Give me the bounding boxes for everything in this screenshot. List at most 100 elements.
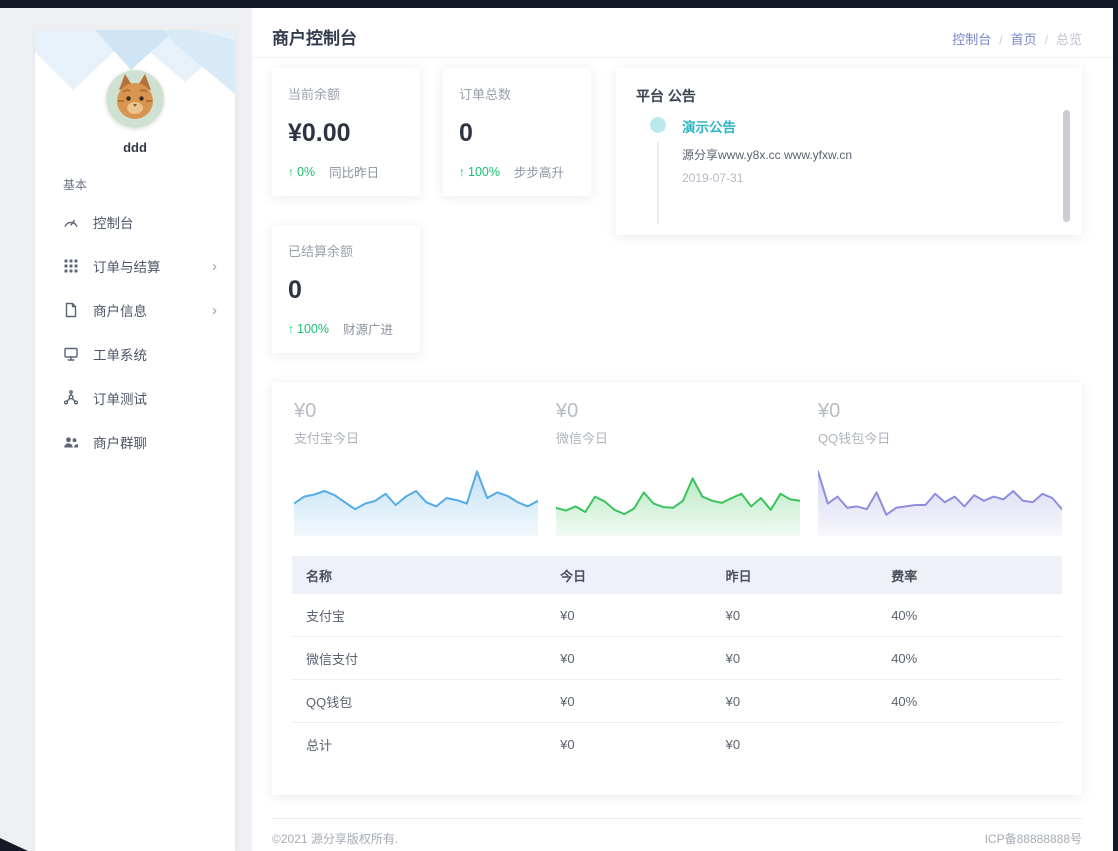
stat-title: 订单总数 <box>459 87 512 102</box>
stat-value: 0 <box>288 276 302 304</box>
breadcrumb-separator: / <box>999 33 1003 47</box>
announcement-item-content: 源分享www.y8x.cc www.yfxw.cn <box>682 148 853 162</box>
stat-note: 步步高升 <box>513 166 564 180</box>
stat-note: 同比昨日 <box>329 166 380 180</box>
table-cell: ¥0 <box>560 607 575 623</box>
sidebar-item-4[interactable]: 订单测试 <box>35 376 235 420</box>
breadcrumb-item-console[interactable]: 控制台 <box>952 32 992 47</box>
sidebar-item-2[interactable]: 商户信息 › <box>35 288 235 332</box>
stat-note: 财源广进 <box>342 323 393 337</box>
chart-header-wechat: ¥0 微信今日 <box>556 400 800 447</box>
sidebar-menu: 控制台订单与结算 › 商户信息 › 工单系统订单测试商户群聊 <box>35 200 235 464</box>
chart-amount: ¥0 <box>556 400 579 422</box>
window-frame-top <box>0 0 1118 8</box>
sidebar-item-label: 控制台 <box>93 216 134 231</box>
table-row: 支付宝 ¥0 ¥0 40% <box>292 594 1062 637</box>
stat-delta: 100% <box>297 321 329 336</box>
timeline-dot-icon <box>650 117 666 133</box>
grid-icon <box>63 258 79 274</box>
table-cell: ¥0 <box>725 737 741 752</box>
sidebar-item-label: 订单测试 <box>93 392 147 407</box>
table-header-cell: 费率 <box>891 568 918 584</box>
breadcrumb-item-overview: 总览 <box>1055 32 1082 47</box>
chart-header-qqwallet: ¥0 QQ钱包今日 <box>818 400 1062 447</box>
stat-delta: 0% <box>297 164 316 179</box>
table-header-cell: 名称 <box>306 568 333 584</box>
stat-card-order-total: 订单总数 0 ↑ 100% 步步高升 <box>443 68 591 196</box>
table-cell: QQ钱包 <box>306 694 353 710</box>
table-row: 总计 ¥0 ¥0 <box>292 723 1062 766</box>
table-cell: 40% <box>891 693 918 709</box>
table-cell: ¥0 <box>560 693 575 709</box>
gauge-icon <box>63 214 79 230</box>
table-cell: 总计 <box>306 738 333 753</box>
sidebar-item-5[interactable]: 商户群聊 <box>35 420 235 464</box>
scrollbar-thumb[interactable] <box>1063 110 1070 222</box>
copyright-text: ©2021 源分享版权所有. <box>272 832 399 846</box>
announcement-item-date: 2019-07-31 <box>682 171 744 185</box>
network-icon <box>63 390 79 406</box>
sidebar-item-label: 订单与结算 <box>93 260 161 275</box>
sidebar-item-label: 商户信息 <box>93 304 147 319</box>
username: ddd <box>123 140 147 155</box>
sidebar-item-3[interactable]: 工单系统 <box>35 332 235 376</box>
table-cell: ¥0 <box>725 693 741 709</box>
payments-table: 名称 今日 昨日 费率支付宝 ¥0 ¥0 40% 微信支付 ¥0 ¥0 40% QQ钱包 ¥0 ¥0 40%… <box>292 556 1062 766</box>
arrow-up-icon: ↑ <box>288 321 294 336</box>
sidebar-item-label: 工单系统 <box>93 348 147 363</box>
table-row: QQ钱包 ¥0 ¥0 40% <box>292 680 1062 723</box>
stat-value: 0 <box>459 119 473 147</box>
announcement-item: 演示公告 源分享www.y8x.cc www.yfxw.cn 2019-07-3… <box>650 116 852 224</box>
user-avatar[interactable] <box>106 70 164 128</box>
sparkline-chart-wechat <box>555 456 801 536</box>
breadcrumb-separator: / <box>1044 33 1048 47</box>
stat-title: 当前余额 <box>288 87 341 102</box>
cat-avatar-image <box>106 70 164 128</box>
users-icon <box>63 434 79 450</box>
polygon-mountains-graphic <box>35 30 235 94</box>
sparkline-chart-alipay <box>293 456 539 536</box>
main-content: 商户控制台 控制台 / 首页 / 总览 当前余额 ¥0.00 ↑ 0% 同比昨日 订单总… <box>252 8 1113 851</box>
window-frame-right <box>1113 0 1118 851</box>
announcement-title: 平台 公告 <box>636 88 696 104</box>
chart-label: 支付宝今日 <box>294 431 360 446</box>
table-cell: ¥0 <box>725 650 741 666</box>
sidebar-item-0[interactable]: 控制台 <box>35 200 235 244</box>
table-cell: ¥0 <box>560 650 575 666</box>
arrow-up-icon: ↑ <box>459 164 465 179</box>
table-cell: ¥0 <box>725 607 741 623</box>
arrow-up-icon: ↑ <box>288 164 294 179</box>
file-icon <box>63 302 79 318</box>
window-frame-corner <box>0 838 28 851</box>
stat-footer: ↑ 0% 同比昨日 <box>288 162 379 181</box>
table-cell: 40% <box>891 607 918 623</box>
breadcrumb-item-home[interactable]: 首页 <box>1010 32 1037 47</box>
sidebar-decoration <box>35 30 235 134</box>
sparkline-chart-qqwallet <box>817 456 1063 536</box>
chart-header-alipay: ¥0 支付宝今日 <box>294 400 538 447</box>
chevron-right-icon: › <box>212 257 217 275</box>
announcement-body: 演示公告 源分享www.y8x.cc www.yfxw.cn 2019-07-3… <box>682 116 852 185</box>
stat-card-current-balance: 当前余额 ¥0.00 ↑ 0% 同比昨日 <box>272 68 420 196</box>
icp-text: ICP备88888888号 <box>984 832 1082 846</box>
stat-delta: 100% <box>468 164 500 179</box>
announcement-item-title[interactable]: 演示公告 <box>682 120 736 135</box>
page-title: 商户控制台 <box>272 29 357 48</box>
sidebar-item-1[interactable]: 订单与结算 › <box>35 244 235 288</box>
table-cell: 支付宝 <box>306 608 346 624</box>
chevron-right-icon: › <box>212 301 217 319</box>
table-cell: 微信支付 <box>306 651 359 667</box>
stat-value: ¥0.00 <box>288 119 351 147</box>
table-header-row: 名称 今日 昨日 费率 <box>292 556 1062 594</box>
monitor-icon <box>63 346 79 362</box>
chart-label: 微信今日 <box>556 431 609 446</box>
payments-panel: ¥0 支付宝今日 ¥0 微信今日 ¥0 QQ钱包今日 名称 今日 昨日 费率支付宝 ¥0… <box>272 382 1082 795</box>
table-cell: 40% <box>891 650 918 666</box>
footer-divider <box>272 818 1082 819</box>
announcement-panel: 平台 公告 演示公告 源分享www.y8x.cc www.yfxw.cn 201… <box>616 68 1082 235</box>
timeline-line <box>657 142 659 224</box>
chart-label: QQ钱包今日 <box>818 431 891 446</box>
stat-footer: ↑ 100% 步步高升 <box>459 162 564 181</box>
chart-amount: ¥0 <box>294 400 317 422</box>
